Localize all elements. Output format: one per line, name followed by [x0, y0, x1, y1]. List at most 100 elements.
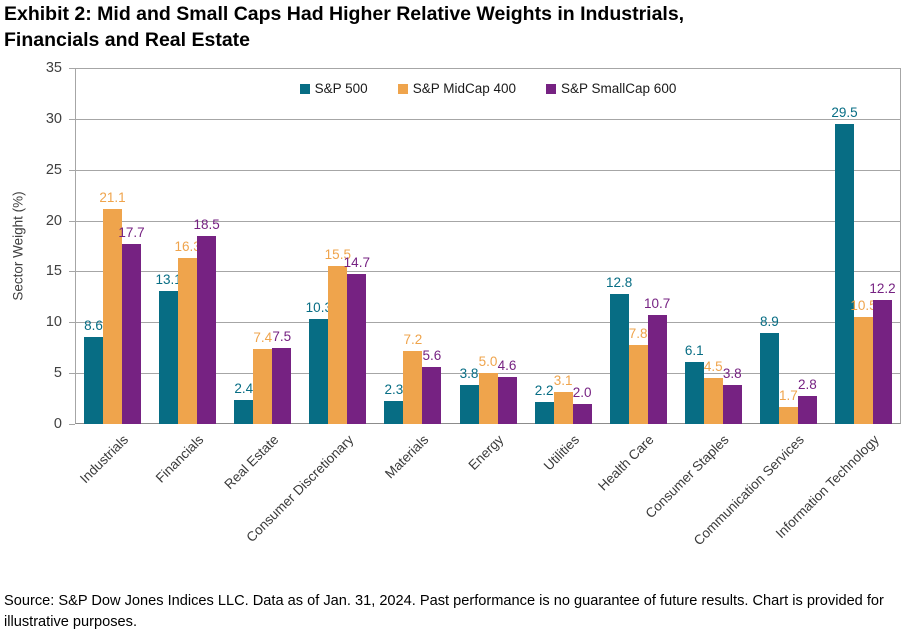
- bar-label: 10.3: [305, 300, 332, 316]
- bar-label: 21.1: [99, 190, 126, 206]
- y-tick-label: 35: [45, 60, 62, 76]
- bar-label: 3.8: [722, 366, 742, 382]
- bar-label: 2.2: [534, 382, 554, 398]
- bar: [834, 123, 854, 424]
- x-category-label: Materials: [382, 432, 432, 482]
- bar: [422, 367, 442, 424]
- bar-label: 12.2: [869, 280, 896, 296]
- bar: [684, 361, 704, 424]
- bar-label: 8.9: [759, 314, 779, 330]
- bar: [853, 317, 873, 424]
- bar: [272, 347, 292, 424]
- x-category-label: Real Estate: [221, 432, 282, 492]
- x-category-label: Energy: [465, 432, 507, 473]
- y-tick-mark: [69, 424, 75, 425]
- legend: S&P 500 S&P MidCap 400 S&P SmallCap 600: [75, 81, 901, 96]
- y-tick-mark: [69, 118, 75, 120]
- bar-label: 7.8: [628, 325, 648, 341]
- bar: [759, 333, 779, 424]
- gridline: [76, 271, 900, 273]
- bar-label: 15.5: [324, 247, 351, 263]
- bar: [384, 400, 404, 424]
- y-tick-label: 0: [53, 416, 62, 432]
- y-tick-mark: [69, 271, 75, 273]
- y-tick-label: 10: [45, 314, 62, 331]
- bar: [797, 395, 817, 424]
- bar: [553, 392, 573, 424]
- legend-swatch: [546, 83, 557, 94]
- bar-label: 8.6: [84, 317, 103, 333]
- bar: [103, 209, 123, 424]
- bar-label: 2.8: [797, 376, 817, 392]
- bar-label: 7.4: [253, 329, 273, 345]
- bar-label: 12.8: [606, 274, 633, 290]
- bar: [534, 401, 554, 424]
- y-tick-mark: [69, 68, 75, 69]
- bar: [122, 243, 142, 424]
- bar-label: 1.7: [778, 387, 798, 403]
- bar-label: 4.6: [497, 358, 517, 374]
- bar-label: 3.1: [553, 373, 573, 389]
- gridline: [76, 169, 900, 171]
- bar: [328, 266, 348, 424]
- legend-item: S&P SmallCap 600: [546, 81, 676, 96]
- legend-swatch: [397, 83, 408, 94]
- bar: [459, 385, 479, 424]
- bar-label: 7.2: [403, 331, 423, 347]
- gridline: [76, 322, 900, 324]
- bar-label: 2.3: [384, 381, 404, 397]
- bar: [403, 350, 423, 424]
- y-tick-mark: [69, 220, 75, 222]
- bar-label: 5.0: [478, 354, 498, 370]
- bar: [253, 348, 273, 424]
- bar: [197, 235, 217, 424]
- bar-label: 2.4: [234, 380, 254, 396]
- bar: [872, 299, 892, 424]
- legend-label: S&P SmallCap 600: [561, 81, 677, 96]
- bar-label: 16.3: [174, 239, 201, 255]
- y-tick-mark: [69, 169, 75, 171]
- y-axis-title: Sector Weight (%): [10, 191, 26, 301]
- bar-label: 2.0: [572, 384, 592, 400]
- legend-item: S&P 500: [299, 81, 368, 96]
- legend-swatch: [299, 83, 310, 94]
- bar: [178, 258, 198, 424]
- bar-label: 6.1: [684, 342, 704, 358]
- bar: [347, 274, 367, 424]
- x-category-label: Consumer Staples: [642, 432, 732, 522]
- y-tick-label: 5: [53, 365, 62, 382]
- x-category-label: Industrials: [77, 432, 132, 487]
- chart-title: Exhibit 2: Mid and Small Caps Had Higher…: [4, 3, 685, 51]
- bar-label: 7.5: [272, 328, 292, 344]
- legend-label: S&P 500: [314, 81, 368, 96]
- bar-label: 4.5: [703, 359, 723, 375]
- bar: [497, 377, 517, 424]
- bar-label: 14.7: [343, 255, 370, 271]
- bar: [478, 373, 498, 424]
- bar-label: 10.5: [850, 298, 877, 314]
- legend-item: S&P MidCap 400: [397, 81, 517, 96]
- bar-label: 13.1: [155, 271, 182, 287]
- y-tick-label: 30: [45, 110, 62, 127]
- bar: [234, 399, 254, 424]
- bar: [647, 315, 667, 424]
- bar: [572, 403, 592, 424]
- x-category-label: Utilities: [540, 432, 582, 474]
- bar-label: 3.8: [459, 366, 479, 382]
- x-category-label: Financials: [152, 432, 207, 486]
- bar: [722, 385, 742, 424]
- bar: [84, 336, 104, 424]
- source-note: Source: S&P Dow Jones Indices LLC. Data …: [4, 593, 884, 631]
- gridline: [76, 220, 900, 222]
- bar-label: 29.5: [831, 104, 858, 120]
- y-tick-label: 25: [45, 161, 62, 178]
- y-tick-mark: [69, 322, 75, 324]
- x-category-label: Health Care: [595, 432, 657, 494]
- legend-label: S&P MidCap 400: [412, 81, 517, 96]
- bar: [778, 406, 798, 424]
- bar: [609, 293, 629, 424]
- bar: [159, 290, 179, 424]
- gridline: [76, 118, 900, 120]
- bar: [309, 319, 329, 424]
